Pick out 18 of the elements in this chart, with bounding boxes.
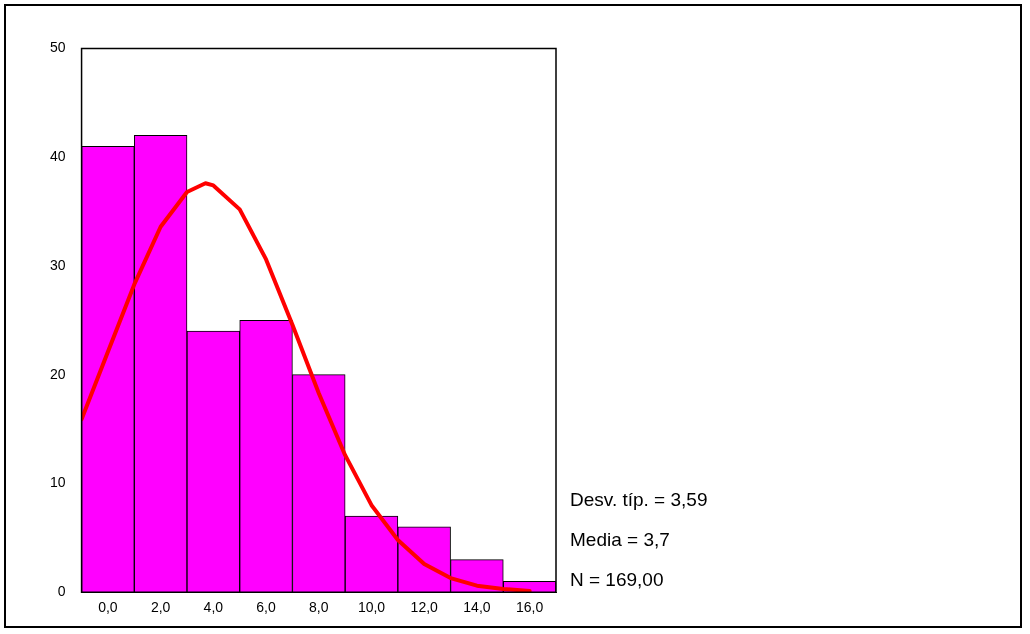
y-tick-label: 30 — [49, 256, 66, 273]
x-tick-label: 10,0 — [357, 599, 386, 616]
text: Media = 3,7 — [570, 528, 671, 552]
x-tick-label: 8,0 — [309, 599, 329, 616]
x-tick-label: 12,0 — [410, 599, 439, 616]
y-tick-label: 40 — [49, 148, 66, 165]
x-tick-label: 16,0 — [516, 599, 544, 616]
x-tick-label: 2,0 — [150, 599, 171, 616]
text: N = 169,00 — [570, 568, 665, 592]
x-tick-label: 14,0 — [463, 599, 491, 616]
y-tick-label: 50 — [49, 39, 66, 56]
y-tick-label: 0 — [57, 583, 66, 600]
x-tick-label: 0,0 — [98, 599, 118, 616]
x-tick-label: 6,0 — [256, 599, 277, 616]
y-tick-label: 10 — [49, 474, 66, 491]
x-tick-label: 4,0 — [203, 599, 224, 616]
text: Desv. típ. = 3,59 — [570, 488, 708, 512]
y-tick-label: 20 — [49, 365, 66, 382]
